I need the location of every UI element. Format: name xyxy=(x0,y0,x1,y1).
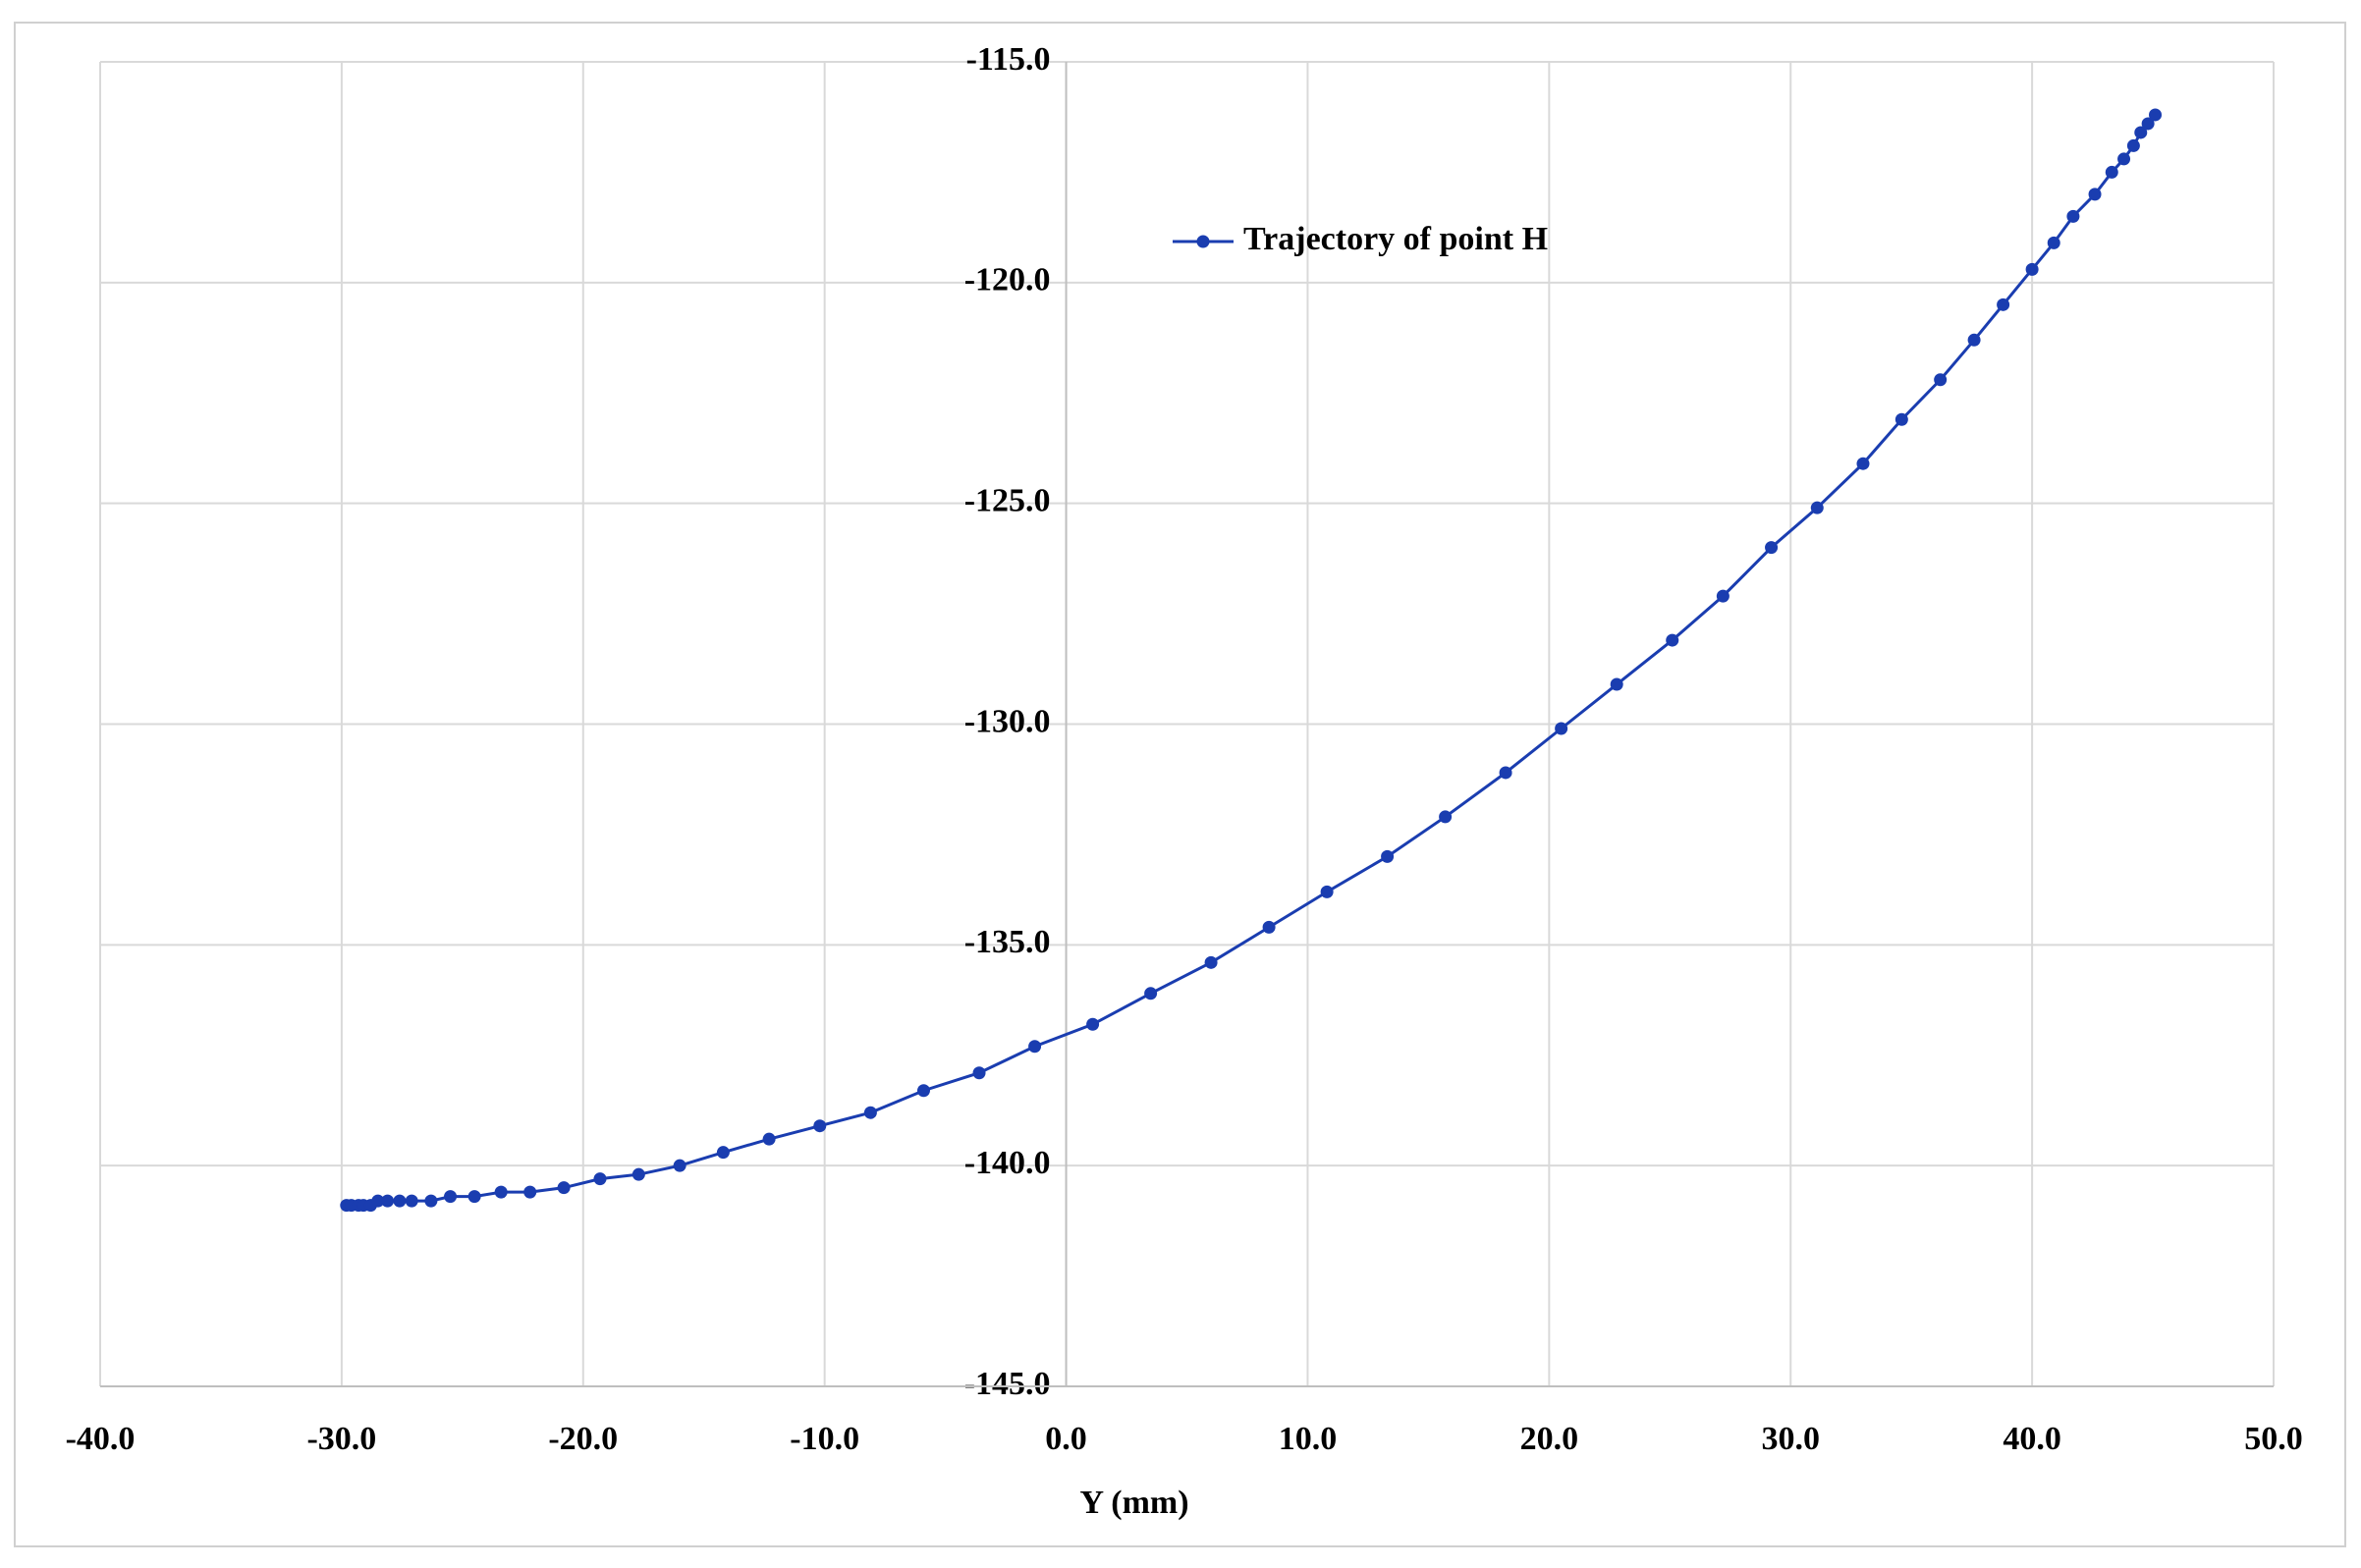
data-point xyxy=(2105,165,2118,179)
chart-border xyxy=(14,22,2346,1547)
data-point xyxy=(2117,152,2131,166)
data-point xyxy=(2141,117,2155,131)
data-point xyxy=(1856,457,1870,470)
data-point xyxy=(2088,188,2102,201)
data-point xyxy=(381,1194,395,1208)
data-point xyxy=(1666,633,1679,647)
data-point xyxy=(1086,1017,1100,1031)
data-point xyxy=(1499,766,1512,780)
data-point xyxy=(1894,412,1908,426)
y-tick-label: -120.0 xyxy=(964,262,1051,298)
data-point xyxy=(1810,501,1824,514)
x-tick-label: -30.0 xyxy=(306,1421,376,1457)
data-point xyxy=(2066,209,2080,223)
y-tick-label: -135.0 xyxy=(964,924,1051,960)
data-point xyxy=(631,1167,645,1181)
data-point xyxy=(593,1172,607,1186)
x-tick-label: 10.0 xyxy=(1279,1421,1338,1457)
x-tick-label: -40.0 xyxy=(66,1421,136,1457)
data-point xyxy=(444,1190,458,1204)
y-tick-label: -140.0 xyxy=(964,1145,1051,1181)
data-point xyxy=(1320,885,1334,898)
data-point xyxy=(2047,236,2060,249)
data-point xyxy=(1381,849,1395,863)
x-tick-label: 30.0 xyxy=(1761,1421,1820,1457)
data-point xyxy=(2149,108,2163,122)
x-tick-label: -20.0 xyxy=(548,1421,618,1457)
data-point xyxy=(1439,810,1453,824)
data-point xyxy=(1610,677,1623,691)
data-point xyxy=(1262,920,1276,934)
x-tick-label: 0.0 xyxy=(1045,1421,1087,1457)
data-point xyxy=(673,1159,686,1172)
data-point xyxy=(405,1194,418,1208)
data-point xyxy=(523,1185,537,1199)
data-point xyxy=(1555,722,1568,735)
y-tick-label: -125.0 xyxy=(964,482,1051,518)
data-point xyxy=(424,1194,438,1208)
data-point xyxy=(494,1185,508,1199)
data-point xyxy=(916,1084,930,1098)
x-tick-label: 50.0 xyxy=(2244,1421,2303,1457)
data-point xyxy=(972,1066,986,1080)
data-point xyxy=(1204,955,1218,969)
data-point xyxy=(863,1106,877,1119)
data-point xyxy=(813,1119,827,1133)
data-point xyxy=(393,1194,407,1208)
data-point xyxy=(2025,262,2039,276)
data-point xyxy=(1716,589,1730,603)
x-axis-label: Y (mm) xyxy=(1079,1485,1188,1521)
y-tick-label: -130.0 xyxy=(964,703,1051,739)
data-point xyxy=(1967,333,1981,347)
data-point xyxy=(1997,297,2010,311)
data-point xyxy=(1144,987,1158,1000)
data-point xyxy=(716,1146,730,1160)
x-tick-label: -10.0 xyxy=(790,1421,859,1457)
x-tick-label: 40.0 xyxy=(2003,1421,2061,1457)
data-point xyxy=(1934,373,1948,387)
x-tick-label: 20.0 xyxy=(1520,1421,1579,1457)
y-tick-label: -115.0 xyxy=(966,41,1051,78)
data-point xyxy=(2134,126,2148,139)
data-point xyxy=(371,1194,385,1208)
data-point xyxy=(1765,541,1779,555)
data-point xyxy=(1028,1040,1042,1054)
legend-label: Trajectory of point H xyxy=(1243,221,1548,257)
legend-marker xyxy=(1196,235,1210,248)
data-point xyxy=(762,1132,776,1146)
data-point xyxy=(467,1190,481,1204)
data-point xyxy=(2126,138,2140,152)
y-tick-label: -145.0 xyxy=(964,1366,1051,1402)
data-point xyxy=(557,1181,571,1195)
